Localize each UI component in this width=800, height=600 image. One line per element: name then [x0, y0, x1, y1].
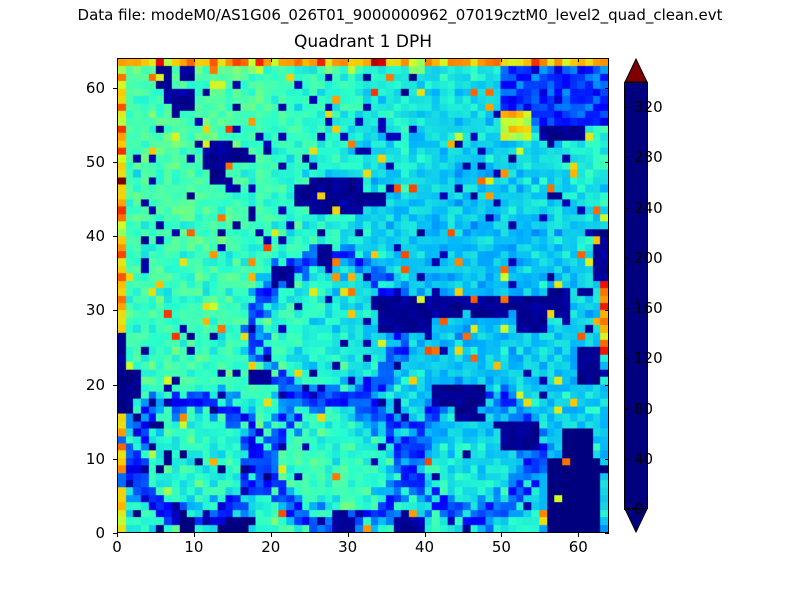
- x-tick-label: 10: [184, 538, 204, 556]
- colorbar-tick-mark: [624, 408, 629, 410]
- x-tick-label: 50: [491, 538, 511, 556]
- y-tick-mark-right: [605, 236, 609, 238]
- x-tick-label: 40: [414, 538, 435, 556]
- data-file-suptitle: Data file: modeM0/AS1G06_026T01_90000009…: [77, 6, 723, 24]
- colorbar-tick-mark: [624, 107, 629, 109]
- x-tick-mark-top: [193, 58, 195, 62]
- colorbar-tick-label: 120: [634, 349, 663, 368]
- colorbar-tick-label: 80: [634, 399, 654, 418]
- colorbar-cap-bottom-icon: [624, 508, 648, 533]
- colorbar-tick-label: 160: [634, 299, 663, 318]
- y-tick-mark-right: [605, 458, 609, 460]
- y-tick-mark: [113, 236, 117, 238]
- dph-heatmap-image: [118, 59, 608, 532]
- colorbar-tick-label: 280: [634, 148, 663, 167]
- y-tick-mark-right: [605, 161, 609, 163]
- y-tick-mark-right: [605, 87, 609, 89]
- y-tick-mark: [113, 458, 117, 460]
- x-tick-mark-top: [270, 58, 272, 62]
- y-tick-label: 20: [85, 375, 105, 394]
- colorbar-tick-label: 40: [634, 449, 654, 468]
- y-tick-mark-right: [605, 384, 609, 386]
- y-tick-label: 50: [85, 152, 105, 171]
- colorbar-tick-mark: [624, 257, 629, 259]
- x-tick-mark: [117, 533, 118, 537]
- y-tick-mark: [113, 310, 117, 312]
- y-tick-mark: [113, 87, 117, 89]
- x-tick-label: 20: [261, 538, 281, 556]
- colorbar-tick-label: 200: [634, 248, 663, 267]
- colorbar: [624, 58, 648, 533]
- y-tick-label: 10: [85, 449, 105, 468]
- colorbar-tick-mark: [624, 308, 629, 310]
- colorbar-tick-mark: [624, 358, 629, 360]
- colorbar-tick-mark: [624, 458, 629, 460]
- colorbar-tick-mark: [624, 207, 629, 209]
- x-tick-label: 30: [338, 538, 358, 556]
- x-tick-mark: [193, 533, 195, 537]
- y-tick-label: 40: [85, 227, 105, 246]
- x-tick-mark: [501, 533, 503, 537]
- x-tick-mark-top: [117, 58, 118, 62]
- x-tick-label: 0: [112, 538, 122, 556]
- x-tick-mark: [347, 533, 349, 537]
- colorbar-tick-label: 240: [634, 198, 663, 217]
- y-tick-mark-right: [605, 310, 609, 312]
- x-tick-mark: [578, 533, 580, 537]
- y-tick-label: 0: [95, 524, 105, 542]
- colorbar-gradient: [624, 82, 648, 509]
- x-tick-mark-top: [347, 58, 349, 62]
- x-tick-mark: [424, 533, 426, 537]
- y-tick-label: 60: [85, 78, 105, 97]
- y-tick-mark: [113, 533, 117, 534]
- colorbar-tick-mark: [624, 157, 629, 159]
- colorbar-tick-mark: [624, 509, 629, 510]
- x-tick-mark-top: [501, 58, 503, 62]
- y-tick-label: 30: [85, 301, 105, 320]
- x-tick-mark-top: [424, 58, 426, 62]
- y-tick-mark-right: [605, 533, 609, 534]
- x-tick-mark: [270, 533, 272, 537]
- colorbar-cap-top-icon: [624, 58, 648, 83]
- x-tick-mark-top: [578, 58, 580, 62]
- colorbar-tick-label: 320: [634, 98, 663, 117]
- x-tick-label: 60: [568, 538, 588, 556]
- heatmap-axes: [117, 58, 609, 533]
- colorbar-tick-label: 0: [634, 500, 644, 518]
- y-tick-mark: [113, 384, 117, 386]
- y-tick-mark: [113, 161, 117, 163]
- page-title: Quadrant 1 DPH: [294, 32, 432, 52]
